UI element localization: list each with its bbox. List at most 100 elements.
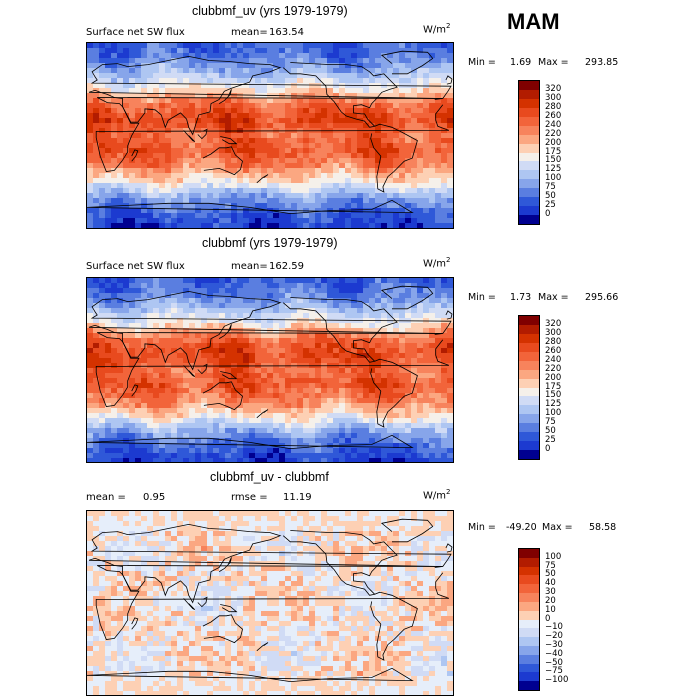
map-cell [225, 103, 232, 109]
map-cell [345, 103, 352, 109]
map-cell [339, 48, 346, 54]
map-cell [87, 516, 94, 522]
map-cell [111, 93, 118, 99]
map-cell [333, 433, 340, 439]
map-cell [303, 278, 310, 284]
map-cell [411, 308, 418, 314]
map-cell [111, 363, 118, 369]
map-cell [111, 148, 118, 154]
map-cell [375, 278, 382, 284]
map-cell [303, 383, 310, 389]
map-cell [231, 173, 238, 179]
map-cell [117, 428, 124, 434]
map-cell [135, 103, 142, 109]
map-cell [321, 153, 328, 159]
map-cell [339, 383, 346, 389]
map-cell [231, 408, 238, 414]
map-cell [129, 83, 136, 89]
map-cell [189, 383, 196, 389]
map-cell [357, 163, 364, 169]
map-cell [267, 103, 274, 109]
map-cell [237, 293, 244, 299]
map-cell [171, 143, 178, 149]
map-cell [267, 438, 274, 444]
map-cell [417, 168, 424, 174]
map-cell [147, 328, 154, 334]
map-cell [117, 78, 124, 84]
map-cell [243, 138, 250, 144]
map-cell [369, 93, 376, 99]
map-cell [267, 526, 274, 532]
map-cell [243, 168, 250, 174]
map-cell [351, 438, 358, 444]
map-cell [159, 93, 166, 99]
map-cell [141, 158, 148, 164]
map-cell [393, 48, 400, 54]
map-cell [165, 163, 172, 169]
map-cell [297, 303, 304, 309]
map-cell [303, 433, 310, 439]
map-cell [441, 348, 448, 354]
map-cell [261, 153, 268, 159]
map-cell [147, 323, 154, 329]
map-cell [399, 283, 406, 289]
map-cell [237, 343, 244, 349]
map-cell [375, 173, 382, 179]
map-cell [303, 308, 310, 314]
map-cell [141, 453, 148, 459]
map-cell [93, 43, 100, 49]
map-cell [93, 408, 100, 414]
map-cell [387, 388, 394, 394]
map-cell [315, 343, 322, 349]
map-cell [219, 418, 226, 424]
map-cell [225, 53, 232, 59]
map-cell [435, 138, 442, 144]
map-cell [153, 338, 160, 344]
map-cell [351, 98, 358, 104]
map-cell [339, 298, 346, 304]
map-cell [321, 173, 328, 179]
map-cell [153, 348, 160, 354]
map-cell [351, 303, 358, 309]
map-cell [357, 168, 364, 174]
map-cell [309, 358, 316, 364]
map-cell [189, 223, 196, 228]
map-cell [201, 323, 208, 329]
map-cell [285, 138, 292, 144]
map-cell [303, 418, 310, 424]
map-cell [153, 113, 160, 119]
map-cell [435, 438, 442, 444]
map-cell [315, 398, 322, 404]
map-cell [213, 178, 220, 184]
map-cell [129, 323, 136, 329]
map-cell [105, 458, 112, 462]
map-cell [327, 198, 334, 204]
map-cell [417, 103, 424, 109]
map-cell [255, 343, 262, 349]
map-cell [249, 408, 256, 414]
map-cell [99, 68, 106, 74]
map-cell [381, 293, 388, 299]
map-cell [87, 348, 94, 354]
map-cell [333, 88, 340, 94]
map-cell [243, 208, 250, 214]
map-cell [189, 288, 196, 294]
map-cell [177, 348, 184, 354]
map-cell [405, 188, 412, 194]
map-cell [183, 521, 190, 527]
map-cell [273, 398, 280, 404]
map-cell [183, 526, 190, 532]
map-cell [105, 408, 112, 414]
map-cell [405, 138, 412, 144]
map-cell [363, 516, 370, 522]
map-cell [87, 103, 94, 109]
map-cell [267, 138, 274, 144]
map-cell [321, 188, 328, 194]
map-cell [207, 373, 214, 379]
map-cell [147, 53, 154, 59]
map-cell [441, 516, 448, 522]
map-cell [393, 298, 400, 304]
map-cell [141, 328, 148, 334]
map-cell [291, 193, 298, 199]
map-cell [141, 521, 148, 527]
